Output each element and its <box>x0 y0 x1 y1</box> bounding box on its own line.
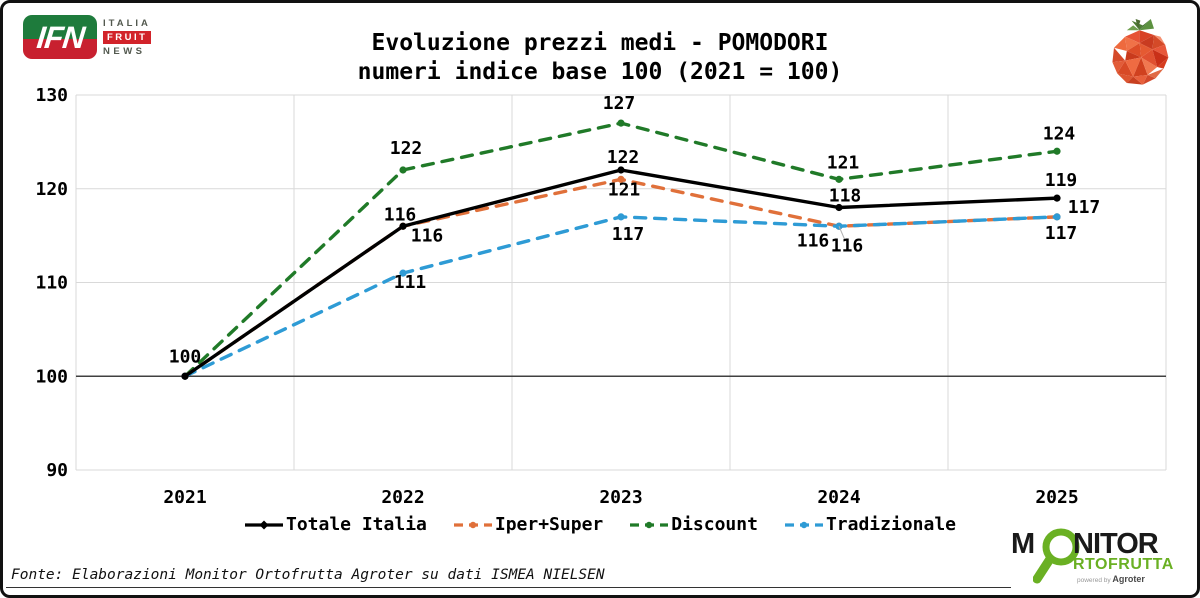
svg-text:116: 116 <box>831 235 864 256</box>
svg-text:110: 110 <box>35 273 68 294</box>
source-note: Fonte: Elaborazioni Monitor Ortofrutta A… <box>11 567 605 583</box>
monitor-powered-by: powered by Agroter <box>1077 574 1145 584</box>
ifn-badge: IFN <box>23 15 97 59</box>
svg-text:127: 127 <box>603 93 636 114</box>
monitor-m: M <box>1011 528 1035 560</box>
svg-text:100: 100 <box>35 366 68 387</box>
svg-text:2023: 2023 <box>599 487 642 508</box>
legend-label: Iper+Super <box>494 514 604 535</box>
svg-text:2022: 2022 <box>381 487 424 508</box>
magnifier-icon <box>1033 528 1080 584</box>
ifn-news-label: NEWS <box>103 45 146 57</box>
svg-text:2025: 2025 <box>1035 487 1078 508</box>
legend-item-tradizionale: Tradizionale <box>784 514 956 535</box>
chart-title: Evoluzione prezzi medi - POMODORI <box>371 30 829 56</box>
chart-title-block: Evoluzione prezzi medi - POMODORI numeri… <box>358 29 843 87</box>
svg-text:120: 120 <box>35 179 68 200</box>
svg-text:122: 122 <box>390 138 423 159</box>
svg-text:121: 121 <box>608 179 641 200</box>
svg-text:2024: 2024 <box>817 487 861 508</box>
svg-text:119: 119 <box>1045 170 1078 191</box>
svg-text:111: 111 <box>394 272 427 293</box>
svg-text:2021: 2021 <box>163 487 206 508</box>
footer-divider <box>6 587 1016 588</box>
ifn-fruit-label: FRUIT <box>103 30 152 44</box>
chart-legend: Totale Italia Iper+Super Discount Tradizion… <box>3 514 1197 535</box>
svg-text:117: 117 <box>1045 223 1078 244</box>
svg-text:90: 90 <box>46 460 68 481</box>
legend-marker-icon <box>630 521 669 528</box>
legend-item-iper-super: Iper+Super <box>453 514 603 535</box>
legend-marker-icon <box>453 521 492 528</box>
ifn-italia-label: ITALIA <box>103 17 151 29</box>
svg-text:121: 121 <box>827 152 860 173</box>
svg-text:118: 118 <box>829 186 862 207</box>
line-chart-plot: 90 100 110 120 130 2021 2022 2023 2024 2025 100 116… <box>35 85 1167 508</box>
legend-marker-icon <box>244 520 283 529</box>
svg-text:100: 100 <box>169 346 202 367</box>
legend-label: Totale Italia <box>285 514 427 535</box>
chart-subtitle: numeri indice base 100 (2021 = 100) <box>357 59 843 85</box>
monitor-nitor: NITOR <box>1073 528 1159 560</box>
svg-text:122: 122 <box>607 147 640 168</box>
legend-marker-icon <box>784 521 823 528</box>
legend-item-totale-italia: Totale Italia <box>244 514 427 535</box>
ifn-logo-text: ITALIA FRUIT NEWS <box>103 17 152 57</box>
ifn-logo: IFN ITALIA FRUIT NEWS <box>23 15 152 59</box>
svg-text:116: 116 <box>384 204 417 225</box>
legend-label: Tradizionale <box>825 514 956 535</box>
monitor-ortofrutta-logo: M NITOR RTOFRUTTA powered by Agroter <box>1011 528 1189 589</box>
legend-label: Discount <box>671 514 758 535</box>
tomato-icon <box>1112 19 1169 85</box>
svg-text:116: 116 <box>797 230 830 251</box>
legend-item-discount: Discount <box>629 514 758 535</box>
svg-text:117: 117 <box>612 224 645 245</box>
svg-text:116: 116 <box>411 225 444 246</box>
svg-text:130: 130 <box>35 85 68 106</box>
svg-text:124: 124 <box>1043 123 1076 144</box>
monitor-rtofrutta: RTOFRUTTA <box>1073 556 1174 573</box>
svg-text:117: 117 <box>1068 197 1101 218</box>
